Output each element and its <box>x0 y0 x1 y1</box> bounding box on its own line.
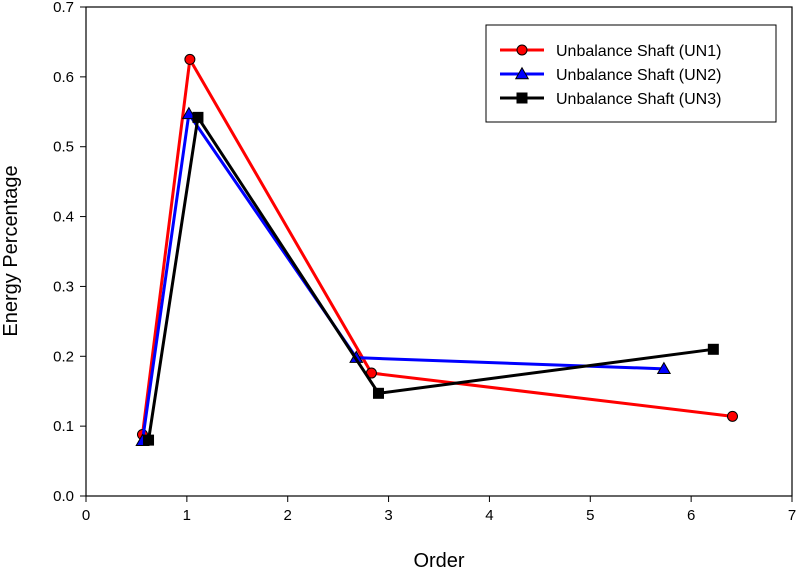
data-point <box>192 111 204 123</box>
y-tick-label: 0.2 <box>53 348 74 365</box>
series-3 <box>143 111 719 446</box>
data-point <box>184 53 196 65</box>
legend-marker <box>514 66 530 80</box>
series-1 <box>136 53 738 441</box>
x-tick-label: 0 <box>82 507 90 524</box>
y-axis-ticks <box>80 6 86 497</box>
y-tick-label: 0.5 <box>53 139 74 156</box>
y-tick-label: 0.6 <box>53 69 74 86</box>
legend-item-1: Unbalance Shaft (UN1) <box>500 43 721 60</box>
x-tick-label: 5 <box>586 507 594 524</box>
x-tick-label: 3 <box>384 507 392 524</box>
series-line <box>140 54 733 435</box>
legend-label: Unbalance Shaft (UN3) <box>556 91 721 108</box>
legend-label: Unbalance Shaft (UN1) <box>556 43 721 60</box>
legend-marker <box>516 92 528 104</box>
y-tick-label: 0.7 <box>53 0 74 16</box>
x-tick-label: 4 <box>485 507 493 524</box>
data-point <box>656 361 672 375</box>
x-tick-label: 1 <box>183 507 191 524</box>
data-point <box>143 434 155 446</box>
x-axis-title: Order <box>413 550 464 572</box>
y-tick-label: 0.3 <box>53 278 74 295</box>
y-axis-title: Energy Percentage <box>0 165 22 336</box>
y-axis-tick-labels: 0.0 0.1 0.2 0.3 0.4 0.5 0.6 0.7 <box>53 0 74 505</box>
y-tick-label: 0.0 <box>53 488 74 505</box>
y-tick-label: 0.4 <box>53 209 74 226</box>
data-point <box>707 343 719 355</box>
legend-marker <box>516 44 528 56</box>
legend-item-3: Unbalance Shaft (UN3) <box>500 91 721 108</box>
legend-items: Unbalance Shaft (UN1) Unbalance Shaft (UN… <box>500 43 721 108</box>
series-layer <box>135 53 738 447</box>
legend: Unbalance Shaft (UN1) Unbalance Shaft (UN… <box>485 24 777 123</box>
legend-item-2: Unbalance Shaft (UN2) <box>500 66 721 84</box>
x-axis-tick-labels: 0 1 2 3 4 5 6 7 <box>82 507 796 524</box>
x-tick-label: 2 <box>284 507 292 524</box>
x-tick-label: 7 <box>788 507 796 524</box>
x-tick-label: 6 <box>687 507 695 524</box>
legend-label: Unbalance Shaft (UN2) <box>556 67 721 84</box>
data-point <box>726 410 738 422</box>
x-axis-ticks <box>85 496 793 502</box>
series-line <box>147 113 714 441</box>
y-tick-label: 0.1 <box>53 418 74 435</box>
series-line <box>140 109 664 442</box>
series-2 <box>135 106 672 447</box>
data-point <box>181 106 196 120</box>
plot-frame <box>85 6 793 497</box>
data-point <box>372 387 384 399</box>
